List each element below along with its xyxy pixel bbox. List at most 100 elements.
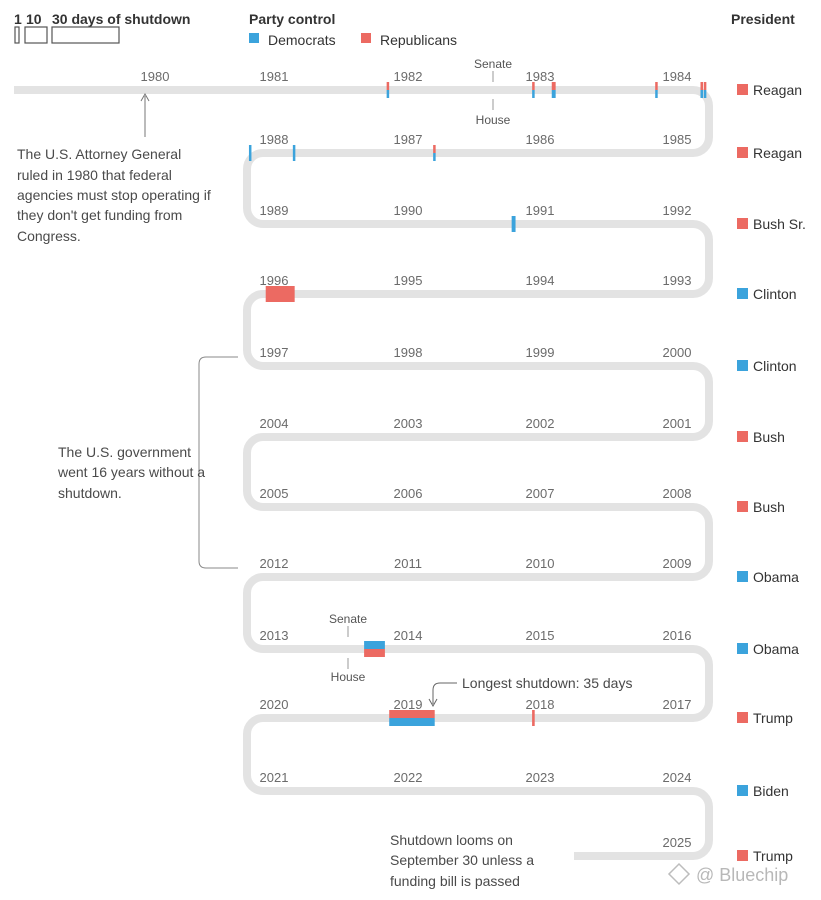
year-label-2005: 2005 — [260, 486, 289, 501]
header: 1 10 30 days of shutdown Party control D… — [14, 11, 795, 48]
year-label-1996: 1996 — [260, 273, 289, 288]
scale-box-10 — [24, 26, 48, 44]
president-swatch-3 — [737, 288, 748, 299]
shutdown-senate-bar-6 — [433, 145, 436, 153]
shutdown-senate-bar-14 — [389, 710, 435, 718]
house-label-2013: House — [331, 670, 366, 684]
shutdown-house-bar-5 — [703, 90, 707, 98]
house-label-1983: House — [476, 113, 511, 127]
legend-label-democrats: Democrats — [268, 32, 336, 48]
shutdown-house-bar-6 — [433, 153, 436, 161]
year-label-2007: 2007 — [526, 486, 555, 501]
shutdown-bars — [248, 82, 707, 726]
shutdown-senate-bar-13 — [532, 710, 535, 718]
gap-bracket — [198, 356, 238, 569]
year-label-2016: 2016 — [663, 628, 692, 643]
president-label-9: Trump — [753, 710, 793, 726]
annotations: Senate House The U.S. Attorney General r… — [17, 57, 632, 889]
year-label-2009: 2009 — [663, 556, 692, 571]
president-label-1: Reagan — [753, 145, 802, 161]
legend-label-republicans: Republicans — [380, 32, 457, 48]
shutdown-senate-bar-9 — [511, 216, 516, 224]
year-label-1990: 1990 — [394, 203, 423, 218]
year-label-1981: 1981 — [260, 69, 289, 84]
president-swatch-5 — [737, 431, 748, 442]
president-label-7: Obama — [753, 569, 799, 585]
year-label-2023: 2023 — [526, 770, 555, 785]
note-1980: The U.S. Attorney General ruled in 1980 … — [17, 146, 215, 244]
president-swatch-0 — [737, 84, 748, 95]
president-swatch-2 — [737, 218, 748, 229]
president-label-0: Reagan — [753, 82, 802, 98]
president-swatch-10 — [737, 785, 748, 796]
senate-label-2013: Senate — [329, 612, 367, 626]
year-label-1985: 1985 — [663, 132, 692, 147]
legend-swatch-republicans — [361, 33, 371, 43]
watermark-text: @ Bluechip — [696, 865, 788, 885]
note-1980-arrowhead — [140, 92, 150, 102]
shutdown-house-bar-4 — [700, 90, 703, 98]
shutdown-senate-bar-2 — [551, 82, 556, 90]
note-2025: Shutdown looms on September 30 unless a … — [390, 832, 538, 889]
year-label-2015: 2015 — [526, 628, 555, 643]
scale-label-1: 1 — [14, 11, 22, 27]
year-label-2006: 2006 — [394, 486, 423, 501]
president-label-8: Obama — [753, 641, 799, 657]
longest-shutdown-label: Longest shutdown: 35 days — [462, 675, 632, 691]
year-label-1982: 1982 — [394, 69, 423, 84]
year-label-1980: 1980 — [141, 69, 170, 84]
president-label-10: Biden — [753, 783, 789, 799]
year-labels: 1980 1981 1982 1983 1984 1985 1986 1987 1988 1989… — [141, 69, 692, 850]
scale-box-30 — [51, 26, 120, 44]
note-1980-line-2: ruled in 1980 that federal — [17, 167, 172, 183]
watermark: @ Bluechip — [667, 862, 788, 886]
scale-box-1 — [14, 26, 20, 44]
scale-label-10: 10 — [26, 11, 42, 27]
year-label-1986: 1986 — [526, 132, 555, 147]
note-1980-line-3: agencies must stop operating if — [17, 187, 211, 203]
president-swatch-6 — [737, 501, 748, 512]
president-swatch-11 — [737, 850, 748, 861]
president-swatch-8 — [737, 643, 748, 654]
year-label-2004: 2004 — [260, 416, 289, 431]
year-label-2000: 2000 — [663, 345, 692, 360]
shutdown-house-bar-3 — [655, 90, 658, 98]
senate-label-1983: Senate — [474, 57, 512, 71]
year-label-1989: 1989 — [260, 203, 289, 218]
note-1980-line-1: The U.S. Attorney General — [17, 146, 181, 162]
year-label-1997: 1997 — [260, 345, 289, 360]
shutdown-senate-bar-7 — [292, 145, 296, 153]
year-label-2020: 2020 — [260, 697, 289, 712]
year-label-2002: 2002 — [526, 416, 555, 431]
year-label-2022: 2022 — [394, 770, 423, 785]
year-label-2014: 2014 — [394, 628, 423, 643]
year-label-2019: 2019 — [394, 697, 423, 712]
president-swatch-7 — [737, 571, 748, 582]
note-2025-line-1: Shutdown looms on — [390, 832, 513, 848]
president-label-11: Trump — [753, 848, 793, 864]
year-label-2011: 2011 — [394, 556, 422, 571]
president-swatch-1 — [737, 147, 748, 158]
president-label-6: Bush — [753, 499, 785, 515]
president-swatch-4 — [737, 360, 748, 371]
year-label-1998: 1998 — [394, 345, 423, 360]
year-label-2003: 2003 — [394, 416, 423, 431]
year-label-1983: 1983 — [526, 69, 555, 84]
shutdown-senate-bar-5 — [703, 82, 707, 90]
year-label-2012: 2012 — [260, 556, 289, 571]
year-label-2018: 2018 — [526, 697, 555, 712]
year-label-2017: 2017 — [663, 697, 692, 712]
year-label-2010: 2010 — [526, 556, 555, 571]
year-label-1984: 1984 — [663, 69, 692, 84]
year-label-2021: 2021 — [260, 770, 289, 785]
scale-label-30: 30 days of shutdown — [52, 11, 190, 27]
shutdown-senate-bar-4 — [700, 82, 703, 90]
longest-arrowhead — [428, 698, 438, 708]
year-label-2025: 2025 — [663, 835, 692, 850]
shutdown-senate-bar-8 — [248, 145, 252, 153]
shutdown-house-bar-11 — [265, 294, 294, 302]
note-gap-line-2: went 16 years without a — [57, 464, 205, 480]
year-label-1987: 1987 — [394, 132, 423, 147]
shutdown-house-bar-14 — [389, 718, 435, 726]
shutdown-house-bar-7 — [292, 153, 296, 161]
